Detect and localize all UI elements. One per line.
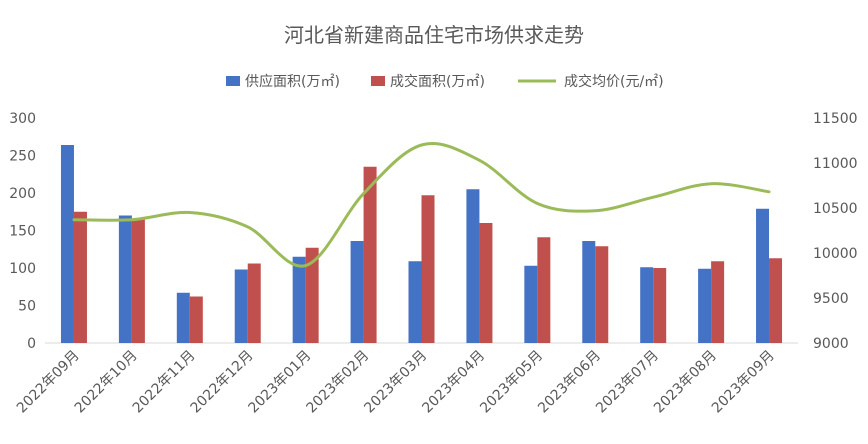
bar-supply [756,208,770,343]
bar-deal [131,218,145,343]
bar-supply [466,189,480,343]
bar-supply [350,241,364,343]
bar-deal [537,237,551,343]
right-axis: 9000 9500 10000 10500 11000 11500 [813,111,858,352]
x-tick-label: 2023年09月 [709,348,778,417]
bars-group [60,145,783,343]
left-tick-label: 100 [9,261,36,277]
right-tick-label: 11500 [813,111,858,127]
left-tick-label: 300 [9,111,36,127]
bar-supply [640,267,654,343]
legend-label-price: 成交均价(元/㎡) [564,73,664,90]
bar-supply [698,268,712,343]
bar-supply [118,215,132,343]
legend: 供应面积(万㎡) 成交面积(万㎡) 成交均价(元/㎡) [226,73,664,90]
bar-supply [176,292,190,343]
bar-supply [582,241,596,343]
line-price [72,142,771,268]
line-series-group [72,142,771,268]
bar-deal [595,246,609,343]
x-axis-labels: 2022年09月2022年10月2022年11月2022年12月2023年01月… [14,348,778,417]
left-tick-label: 0 [27,336,36,352]
bar-deal [363,166,377,343]
right-tick-label: 9500 [813,291,849,307]
legend-label-supply: 供应面积(万㎡) [245,73,340,90]
bar-supply [524,265,538,343]
bar-deal [73,211,87,343]
bar-deal [189,296,203,343]
right-tick-label: 11000 [813,156,858,172]
bar-supply [234,269,248,343]
chart-title: 河北省新建商品住宅市场供求走势 [284,23,584,47]
left-tick-label: 250 [9,149,36,165]
bar-supply [60,145,74,343]
bar-deal [247,263,261,343]
bar-deal [711,261,725,343]
bar-supply [292,256,306,343]
bar-deal [421,195,435,343]
legend-swatch-deal [371,76,385,86]
left-tick-label: 200 [9,186,36,202]
left-axis: 0 50 100 150 200 250 300 [9,111,36,352]
left-tick-label: 150 [9,224,36,240]
left-tick-label: 50 [18,299,36,315]
bar-deal [653,268,667,343]
bar-deal [479,223,493,343]
bar-deal [305,247,319,343]
bar-supply [408,261,422,343]
bar-deal [769,258,783,343]
right-tick-label: 9000 [813,336,849,352]
right-tick-label: 10500 [813,201,858,217]
legend-swatch-supply [226,76,240,86]
right-tick-label: 10000 [813,246,858,262]
legend-label-deal: 成交面积(万㎡) [390,73,485,90]
